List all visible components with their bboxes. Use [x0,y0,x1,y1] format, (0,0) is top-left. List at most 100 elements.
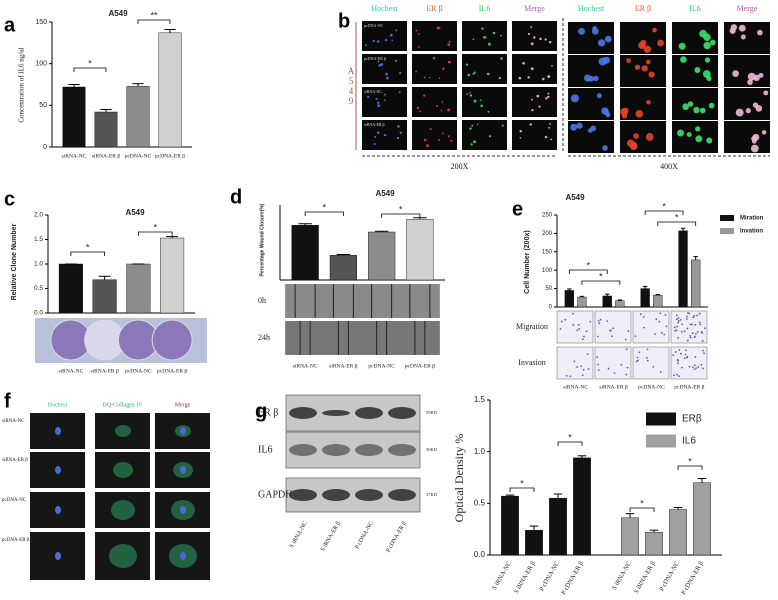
cell [626,366,629,369]
x-tick-label: siRNA-ER β [90,368,119,374]
band [289,489,317,501]
channel-header: Hochest [578,4,605,13]
cell [538,105,541,108]
cell [469,94,473,97]
cell [740,34,746,40]
cell [550,138,552,141]
significance-label: * [675,212,679,222]
cell [391,39,393,42]
collagen-signal [115,425,131,437]
cell [372,39,375,43]
bar [602,295,612,308]
significance-label: * [662,201,666,211]
cell [442,67,445,70]
lane-label: S iRNA-ER β [320,521,342,553]
cell [501,124,504,127]
bar [653,295,663,308]
cell [698,312,701,315]
cell [677,317,680,320]
legend-label: IL6 [682,436,696,447]
cell [691,332,694,335]
significance-bracket [629,507,655,512]
cell [492,31,496,35]
cell [587,128,593,133]
channel-header: Merge [175,402,191,408]
significance-label: * [399,204,403,214]
cell [577,323,580,326]
cell [738,24,746,32]
cell [531,109,534,112]
legend-swatch [720,228,734,234]
bar [564,290,574,308]
protein-label: ER β [258,407,278,418]
band [355,489,383,501]
chart-title: A549 [375,189,395,198]
channel-header: Merge [524,4,545,13]
cell [488,135,492,138]
cell [684,353,687,356]
cell [548,40,552,44]
cell [539,37,542,41]
chart-title: A549 [125,208,145,217]
channel-header: IL6 [689,4,701,13]
cell [694,356,697,358]
bar [58,263,83,314]
y-axis-label: Cell Number (200x) [524,230,531,293]
legend-label: Invation [740,229,763,235]
cell [367,95,370,99]
cell [419,110,421,113]
cell [428,76,431,79]
y-tick-label: 2.0 [34,212,43,219]
micrograph [724,55,770,87]
collagen-signal [111,500,135,520]
cell [704,57,711,63]
cell [648,71,655,78]
cell [673,374,675,377]
cell [448,40,451,43]
cell [438,139,440,142]
y-tick-label: 0 [549,305,553,311]
cell [572,324,575,327]
cell [633,133,639,139]
y-tick-label: 150 [35,19,47,26]
cell [625,348,628,351]
bar [573,457,591,556]
cell [542,77,545,81]
cell [548,126,551,129]
cell [604,35,612,43]
cell [689,335,692,337]
cell [447,43,451,46]
band [322,489,350,501]
cell [675,318,678,321]
cell [673,326,676,329]
wound-image [399,284,440,318]
cell [500,57,503,60]
cell [441,132,444,135]
cell [576,122,583,129]
cell [695,135,703,143]
cell [469,127,472,130]
cell [450,139,453,142]
cell [659,371,662,373]
cell [697,366,700,368]
lane-label: P cDNA-ER β [385,521,407,554]
channel-header: IL6 [479,4,491,13]
row-label: siRNA-ER β [2,458,28,463]
nucleus [55,552,61,560]
wound-image [323,321,364,355]
transwell-image [670,346,708,380]
cell [596,93,602,99]
cell [676,359,679,362]
channel-header: Hochest [48,402,68,408]
cell [536,94,540,98]
channel-header: Hochest [371,4,398,13]
cell [597,369,600,372]
bar [62,86,86,148]
x-tick-label: siRNA-NC [563,384,588,390]
cell [636,356,639,359]
cell [747,79,753,86]
cell [627,330,630,333]
cell [527,32,530,36]
cell [547,95,550,99]
cell [679,352,682,355]
